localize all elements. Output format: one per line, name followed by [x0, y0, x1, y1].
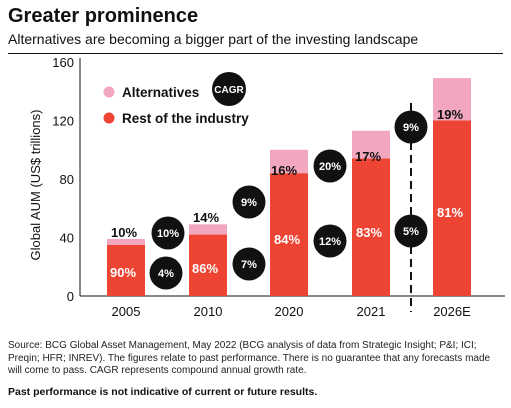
chart-subtitle: Alternatives are becoming a bigger part …: [8, 31, 419, 47]
bar-rest-2020: [270, 173, 308, 296]
legend-swatch-alternatives: [103, 86, 115, 98]
bar-alternatives-2026E: [433, 78, 471, 121]
alternatives-share-label: 17%: [355, 149, 381, 164]
disclaimer: Past performance is not indicative of cu…: [8, 386, 318, 398]
bar-alternatives-2021: [352, 130, 390, 159]
cagr-alternatives-circle: [313, 149, 347, 183]
rest-share-label: 90%: [110, 265, 136, 280]
cagr-rest-circle-label: 5%: [403, 226, 419, 238]
cagr-alternatives-circle: [151, 216, 185, 250]
title-rule: [8, 53, 503, 54]
x-tick-label: 2026E: [433, 304, 471, 319]
cagr-rest-circle-label: 4%: [158, 268, 174, 280]
legend-label-alternatives: Alternatives: [122, 85, 199, 100]
y-tick-label: 80: [60, 172, 74, 187]
cagr-alternatives-circle-label: 10%: [157, 228, 179, 240]
chart-title: Greater prominence: [8, 5, 199, 27]
x-tick-label: 2005: [112, 304, 141, 319]
bar-alternatives-2010: [189, 224, 227, 235]
legend-swatch-rest: [103, 112, 115, 124]
bar-alternatives-2005: [107, 238, 145, 245]
rest-share-label: 86%: [192, 261, 218, 276]
y-tick-label: 120: [52, 114, 74, 129]
stacked-bar-chart: Global AUM (US$ trillions) 0 40 80 120 160 200…: [28, 55, 505, 319]
cagr-badge: [212, 72, 246, 106]
bar-rest-2005: [107, 244, 145, 296]
alternatives-share-label: 16%: [271, 163, 297, 178]
bar-rest-2010: [189, 234, 227, 296]
cagr-rest-circle-label: 12%: [319, 236, 341, 248]
cagr-rest-circle: [149, 256, 183, 290]
cagr-alternatives-circle: [232, 185, 266, 219]
source-note: Source: BCG Global Asset Management, May…: [8, 340, 491, 377]
cagr-rest-circle-label: 7%: [241, 259, 257, 271]
y-axis-label: Global AUM (US$ trillions): [28, 110, 43, 261]
y-tick-label: 40: [60, 231, 74, 246]
alternatives-share-label: 19%: [437, 107, 463, 122]
x-tick-label: 2010: [194, 304, 223, 319]
rest-share-label: 83%: [356, 225, 382, 240]
rest-share-label: 84%: [274, 232, 300, 247]
cagr-alternatives-circle-label: 9%: [403, 122, 419, 134]
cagr-alternatives-circle-label: 9%: [241, 197, 257, 209]
y-tick-label: 0: [67, 289, 74, 304]
x-tick-label: 2020: [275, 304, 304, 319]
cagr-alternatives-circle-label: 20%: [319, 161, 341, 173]
legend-label-rest: Rest of the industry: [122, 111, 249, 126]
alternatives-share-label: 10%: [111, 225, 137, 240]
cagr-alternatives-circle: [394, 110, 428, 144]
cagr-badge-label: CAGR: [214, 85, 244, 96]
alternatives-share-label: 14%: [193, 210, 219, 225]
bar-rest-2026E: [433, 120, 471, 296]
cagr-rest-circle: [394, 214, 428, 248]
rest-share-label: 81%: [437, 205, 463, 220]
x-tick-label: 2021: [357, 304, 386, 319]
bar-rest-2021: [352, 158, 390, 296]
bar-alternatives-2020: [270, 149, 308, 174]
cagr-rest-circle: [232, 247, 266, 281]
cagr-rest-circle: [313, 224, 347, 258]
y-tick-label: 160: [52, 55, 74, 70]
